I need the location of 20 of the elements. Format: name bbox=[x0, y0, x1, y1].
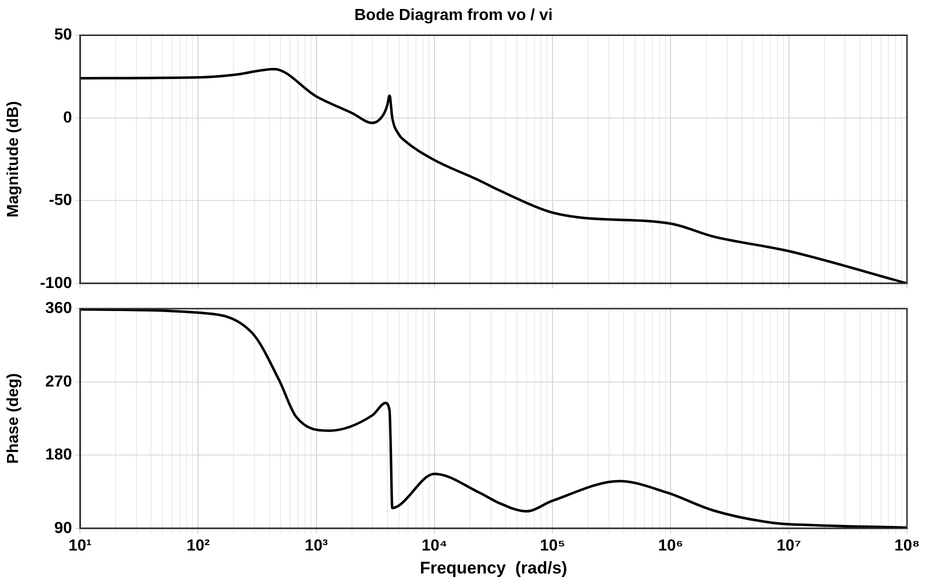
y-tick-label: -100 bbox=[40, 274, 72, 292]
y-tick-label: 90 bbox=[54, 520, 72, 537]
x-tick-label: 10¹ bbox=[68, 537, 92, 554]
x-tick-label: 10⁴ bbox=[422, 537, 448, 554]
x-axis-title: Frequency (rad/s) bbox=[420, 558, 568, 578]
y-axis-title: Phase (deg) bbox=[5, 373, 22, 464]
x-tick-label: 10² bbox=[186, 537, 210, 554]
y-tick-label: 180 bbox=[45, 446, 72, 464]
y-axis-title: Magnitude (dB) bbox=[5, 101, 22, 218]
x-tick-label: 10⁵ bbox=[540, 537, 566, 554]
y-tick-label: 50 bbox=[54, 26, 72, 44]
x-tick-label: 10³ bbox=[304, 537, 328, 554]
y-tick-label: 270 bbox=[45, 373, 72, 390]
x-tick-label: 10⁸ bbox=[894, 537, 920, 554]
x-tick-label: 10⁶ bbox=[658, 537, 684, 554]
y-tick-label: -50 bbox=[48, 192, 72, 210]
x-tick-label: 10⁷ bbox=[776, 537, 802, 554]
y-tick-label: 360 bbox=[45, 300, 72, 318]
y-tick-label: 0 bbox=[63, 109, 72, 126]
chart-title: Bode Diagram from vo / vi bbox=[354, 7, 553, 24]
